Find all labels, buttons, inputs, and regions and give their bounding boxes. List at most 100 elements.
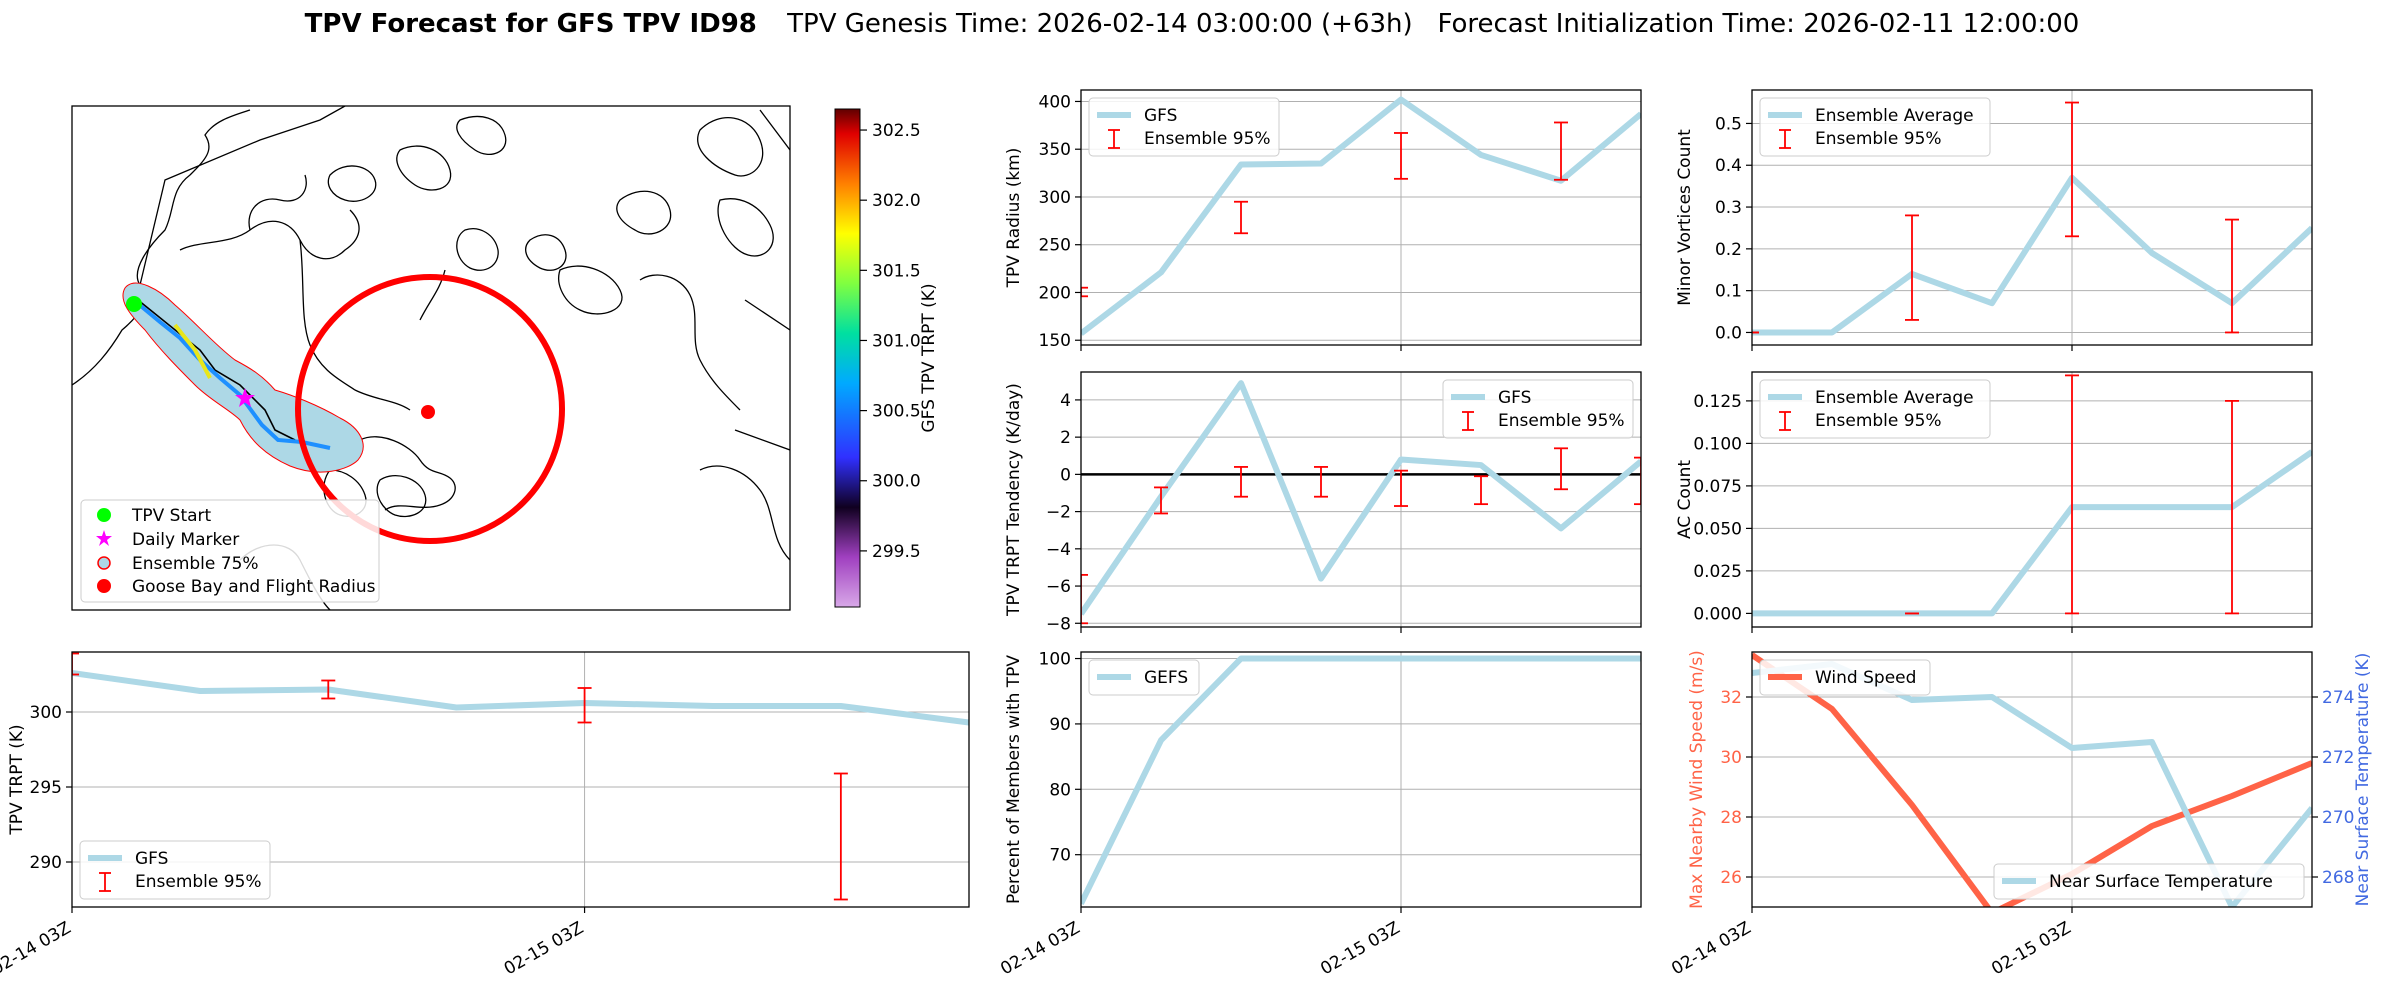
legend-line-label: GFS <box>135 849 168 869</box>
y-tick-label: 295 <box>30 778 62 798</box>
plot-frame <box>1080 89 1642 346</box>
y2-axis-label: Near Surface Temperature (K) <box>2353 653 2373 907</box>
legend: GEFS <box>1088 659 1200 696</box>
title-rest: TPV Genesis Time: 2026-02-14 03:00:00 (+… <box>786 9 2079 39</box>
y-tick-label: 0.2 <box>1715 240 1742 260</box>
y-tick-label: 0.075 <box>1693 477 1742 497</box>
y-axis-label: AC Count <box>1675 460 1695 539</box>
y-axis-label: TPV Radius (km) <box>1004 148 1024 289</box>
y-tick-label: 0.100 <box>1693 434 1742 454</box>
colorbar-tick-label: 300.0 <box>872 472 921 492</box>
legend: GFS Ensemble 95% <box>79 840 271 900</box>
colorbar-tick-label: 300.5 <box>872 402 921 422</box>
y-tick-label: 0 <box>1060 465 1071 485</box>
legend-line-label: GFS <box>1144 106 1177 126</box>
legend: Near Surface Temperature <box>1993 863 2305 900</box>
legend-line-label: Near Surface Temperature <box>2049 872 2273 892</box>
legend-box <box>1993 863 2305 900</box>
tpv-start-marker <box>126 296 142 312</box>
colorbar-ticks: 302.5 302.0 301.5 301.0 300.5 300.0 299.5 <box>860 121 921 562</box>
map-content: TPV Start Daily Marker Ensemble 75% Goos… <box>72 106 790 610</box>
plot-content <box>1752 374 2312 617</box>
y-tick-label: 0.050 <box>1693 519 1742 539</box>
tpv-track-colored <box>134 300 331 450</box>
legend-box <box>1759 659 1931 696</box>
legend-box <box>1759 97 1991 157</box>
y-tick-label: 0.000 <box>1693 604 1742 624</box>
y-tick-label: 0.025 <box>1693 562 1742 582</box>
plot-content <box>1081 96 1641 336</box>
legend-box <box>79 840 271 900</box>
legend: Wind Speed <box>1759 659 1931 696</box>
legend-err-label: Ensemble 95% <box>135 872 262 892</box>
goose-bay-marker <box>421 405 435 419</box>
map-legend-box <box>80 499 380 603</box>
plot-frame <box>1080 651 1642 908</box>
series-line-main <box>1081 380 1641 616</box>
colorbar-tick-label: 302.0 <box>872 191 921 211</box>
tpv-track-black <box>137 299 296 441</box>
y-tick-label: 350 <box>1039 140 1071 160</box>
legend-err-label: Ensemble 95% <box>1498 411 1625 431</box>
y2-tick-label: 268 <box>2322 868 2354 888</box>
y-tick-label: −6 <box>1046 577 1071 597</box>
legend-ensemble-label: Ensemble 75% <box>132 554 259 574</box>
x-tick-label: 02-15 03Z <box>501 918 587 979</box>
legend-daily-marker-label: Daily Marker <box>132 530 239 550</box>
y-tick-label: 300 <box>1039 188 1071 208</box>
y-tick-label: 80 <box>1049 780 1071 800</box>
map-panel: TPV Start Daily Marker Ensemble 75% Goos… <box>71 105 939 611</box>
y2-tick-label: 270 <box>2322 808 2354 828</box>
y-tick-label: −2 <box>1046 503 1071 523</box>
legend: Ensemble Average Ensemble 95% <box>1759 379 1991 439</box>
y-tick-label: 0.0 <box>1715 323 1742 343</box>
plot-frame <box>71 651 970 908</box>
y-axis-label: TPV TRPT Tendency (K/day) <box>1004 383 1024 617</box>
panel-radius: 400 350 300 250 200 150 TPV Radius (km) GFS Ense… <box>1004 89 1642 351</box>
x-tick-label: 02-15 03Z <box>1317 918 1403 979</box>
colorbar-tick-label: 301.0 <box>872 331 921 351</box>
y-tick-label: 0.1 <box>1715 282 1742 302</box>
panel-ac: 0.125 0.100 0.075 0.050 0.025 0.000 AC Count En… <box>1675 371 2313 633</box>
y-tick-label: 26 <box>1720 868 1742 888</box>
y-tick-label: 28 <box>1720 808 1742 828</box>
legend-err-label: Ensemble 95% <box>1144 129 1271 149</box>
tpv-track-yellow <box>173 323 212 379</box>
legend: Ensemble Average Ensemble 95% <box>1759 97 1991 157</box>
y-axis-label: TPV TRPT (K) <box>7 724 27 835</box>
y-axis-label: Max Nearby Wind Speed (m/s) <box>1687 650 1707 909</box>
colorbar-label: GFS TPV TRPT (K) <box>919 283 939 432</box>
y-tick-label: 4 <box>1060 391 1071 411</box>
legend-tpv-start-label: TPV Start <box>131 506 212 526</box>
panel-minor: 0.5 0.4 0.3 0.2 0.1 0.0 Minor Vortices Count En… <box>1675 89 2313 351</box>
y-tick-label: 30 <box>1720 748 1742 768</box>
y-tick-label: 300 <box>30 703 62 723</box>
legend-goose-bay-icon <box>97 579 111 593</box>
y-tick-label: 150 <box>1039 331 1071 351</box>
series-line-main <box>1081 655 1641 906</box>
y2-tick-label: 272 <box>2322 748 2354 768</box>
plot-frame <box>1751 371 2313 628</box>
map-legend: TPV Start Daily Marker Ensemble 75% Goos… <box>80 499 380 603</box>
y-tick-label: 250 <box>1039 236 1071 256</box>
x-tick-label: 02-14 03Z <box>1668 918 1754 979</box>
y-axis-label: Minor Vortices Count <box>1675 129 1695 306</box>
series-line-main <box>1081 96 1641 336</box>
x-tick-label: 02-14 03Z <box>0 918 75 979</box>
y-tick-label: 0.5 <box>1715 114 1742 134</box>
legend-line-label: Ensemble Average <box>1815 388 1974 408</box>
legend-daily-marker-icon <box>96 530 112 546</box>
legend-line-label: GEFS <box>1144 668 1188 688</box>
panel-tendency: 4 2 0 −2 −4 −6 −8 TPV TRPT Tendency (K/day) GFS E… <box>1004 371 1642 634</box>
legend-line-label: GFS <box>1498 388 1531 408</box>
plot-content <box>1081 655 1641 906</box>
legend-line-label: Ensemble Average <box>1815 106 1974 126</box>
plot-frame <box>1751 89 2313 346</box>
y-tick-label: 290 <box>30 853 62 873</box>
plot-content <box>1081 380 1641 625</box>
y-tick-label: 70 <box>1049 846 1071 866</box>
panel-trpt: 300 295 290 02-14 03Z 02-15 03Z TPV TRPT (K) G… <box>0 651 970 979</box>
y2-tick-label: 274 <box>2322 688 2354 708</box>
